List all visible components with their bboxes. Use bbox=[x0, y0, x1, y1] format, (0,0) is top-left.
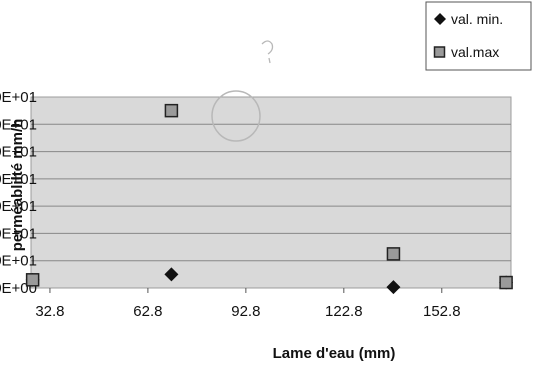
x-tick-label: 32.8 bbox=[35, 303, 64, 320]
handwritten-circle-annotation bbox=[211, 90, 261, 142]
legend-diamond-marker bbox=[434, 13, 446, 25]
data-point-min bbox=[164, 267, 179, 282]
y-tick-label: 4.00E+01 bbox=[0, 171, 37, 188]
handwritten-mark-annotation bbox=[261, 40, 274, 64]
y-tick-label: 5.00E+01 bbox=[0, 144, 37, 161]
legend-label-max: val.max bbox=[451, 44, 499, 60]
legend-square-marker bbox=[433, 46, 446, 58]
x-axis-title: Lame d'eau (mm) bbox=[273, 345, 396, 362]
y-tick-label: 2.00E+01 bbox=[0, 225, 37, 242]
x-tick-label: 122.8 bbox=[325, 303, 363, 320]
x-tick-label: 62.8 bbox=[133, 303, 162, 320]
x-tick-label: 152.8 bbox=[423, 303, 461, 320]
data-point-max bbox=[499, 275, 513, 290]
data-point-min bbox=[386, 280, 401, 295]
y-tick-label: 7.00E+01 bbox=[0, 89, 37, 106]
data-point-max bbox=[25, 273, 40, 287]
y-axis-title: perméablilté mm/h bbox=[9, 119, 26, 252]
data-point-max bbox=[386, 247, 401, 261]
legend-box bbox=[425, 1, 532, 71]
data-points bbox=[25, 103, 514, 295]
gridlines bbox=[31, 123, 511, 262]
y-tick-label: 3.00E+01 bbox=[0, 198, 37, 215]
legend: val. min. val.max bbox=[425, 1, 532, 71]
y-tick-label: 1.00E+01 bbox=[0, 253, 37, 270]
y-axis-ticks: 0.00E+001.00E+012.00E+013.00E+014.00E+01… bbox=[0, 89, 37, 297]
legend-label-min: val. min. bbox=[451, 11, 503, 27]
data-point-max bbox=[164, 103, 179, 118]
x-axis-ticks: 32.8 62.8 92.8 122.8 152.8 bbox=[35, 288, 461, 320]
x-tick-label: 92.8 bbox=[231, 303, 260, 320]
y-tick-label: 6.00E+01 bbox=[0, 116, 37, 133]
plot-area bbox=[30, 96, 512, 289]
